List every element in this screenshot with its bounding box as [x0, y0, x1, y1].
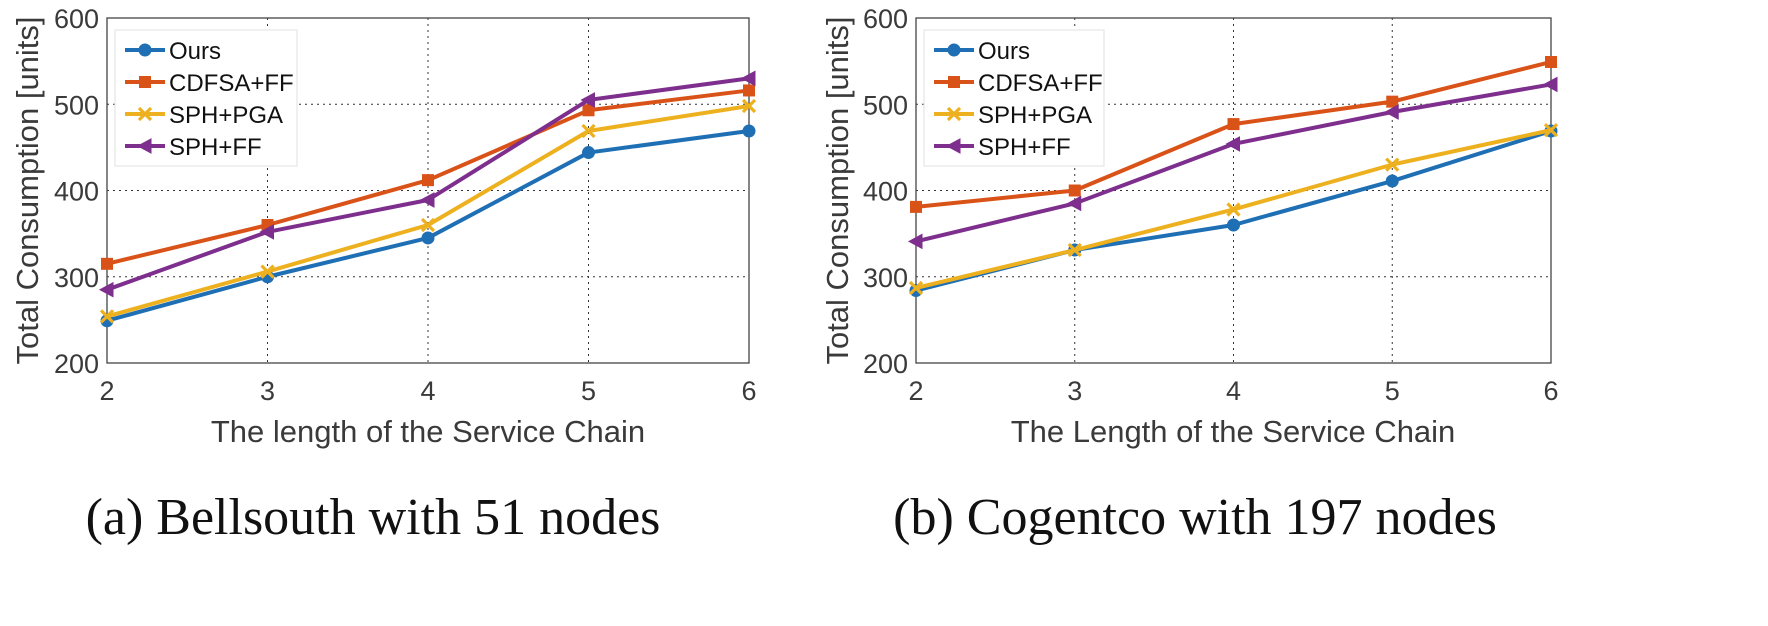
- x-tick-label-a-3: 5: [581, 376, 596, 406]
- axes-frame-b: [915, 17, 1552, 364]
- series-b-2: [908, 122, 1559, 296]
- y-tick-label-a-4: 600: [54, 4, 99, 34]
- data-point-b-3-3: [1384, 104, 1399, 120]
- y-tick-label-a-0: 200: [54, 349, 99, 379]
- x-axis-label-a: The length of the Service Chain: [211, 414, 645, 449]
- caption-b: (b) Cogentco with 197 nodes: [893, 489, 1497, 546]
- data-point-b-3-1: [1066, 195, 1082, 212]
- chart-panel-b: 2 3 4 5 6 200 300 400 500 600 The Length of the Se…: [820, 4, 1559, 546]
- data-point-b-0-3: [1385, 174, 1399, 188]
- legend-b: Ours CDFSA+FF SPH+PGA SPH+FF: [923, 29, 1105, 167]
- y-tick-label-b-0: 200: [863, 349, 908, 379]
- x-tick-label-b-2: 4: [1226, 376, 1241, 406]
- legend-marker-b-2: [946, 106, 962, 122]
- legend-label-a-2: SPH+PGA: [169, 102, 283, 129]
- y-tick-label-b-4: 600: [863, 4, 908, 34]
- axes-frame-a: [106, 17, 750, 364]
- data-point-a-2-3: [581, 123, 596, 139]
- series-a-3: [98, 70, 756, 298]
- y-tick-label-a-1: 300: [54, 263, 99, 293]
- x-tick-label-a-0: 2: [99, 376, 114, 406]
- caption-a: (a) Bellsouth with 51 nodes: [86, 489, 661, 546]
- data-point-a-3-4: [740, 70, 756, 87]
- data-point-a-3-2: [419, 192, 435, 208]
- x-tick-label-b-0: 2: [908, 376, 923, 406]
- legend-marker-b-1: [948, 76, 960, 88]
- chart-panel-a: 2 3 4 5 6 200 300 400 500 600 The length of the Se…: [10, 4, 757, 546]
- series-b-3: [907, 76, 1558, 250]
- data-point-a-1-3: [582, 104, 595, 117]
- y-tick-label-b-1: 300: [863, 263, 908, 293]
- y-tick-label-b-2: 400: [863, 177, 908, 207]
- data-point-a-0-4: [742, 124, 756, 138]
- data-point-b-0-2: [1227, 218, 1240, 232]
- x-tick-label-a-4: 6: [741, 376, 756, 406]
- legend-label-b-3: SPH+FF: [978, 134, 1071, 161]
- data-point-b-1-2: [1227, 118, 1240, 131]
- data-point-a-0-2: [421, 231, 435, 245]
- legend-marker-a-2: [137, 106, 153, 122]
- data-point-a-3-1: [259, 224, 274, 240]
- data-point-b-3-0: [907, 233, 923, 250]
- legend-a: Ours CDFSA+FF SPH+PGA SPH+FF: [114, 29, 298, 167]
- data-point-a-2-0: [99, 309, 115, 324]
- series-b-1: [910, 55, 1557, 213]
- data-point-a-1-0: [101, 257, 113, 270]
- x-tick-label-b-4: 6: [1543, 376, 1558, 406]
- data-point-a-2-1: [260, 264, 275, 279]
- data-point-a-1-2: [422, 174, 434, 187]
- legend-label-b-1: CDFSA+FF: [978, 70, 1103, 97]
- data-point-b-3-4: [1542, 76, 1558, 93]
- data-point-b-2-4: [1543, 122, 1559, 138]
- data-point-b-1-4: [1545, 55, 1557, 68]
- data-point-b-2-2: [1226, 202, 1241, 217]
- legend-label-b-2: SPH+PGA: [978, 102, 1092, 129]
- data-point-b-3-2: [1225, 136, 1240, 152]
- data-point-a-1-4: [743, 84, 755, 97]
- legend-label-a-0: Ours: [169, 38, 221, 65]
- x-tick-label-a-1: 3: [260, 376, 275, 406]
- data-point-b-2-1: [1067, 242, 1082, 258]
- data-point-b-1-3: [1386, 95, 1399, 108]
- legend-marker-b-0: [947, 43, 961, 57]
- x-tick-label-b-3: 5: [1385, 376, 1400, 406]
- data-point-a-3-0: [98, 281, 114, 298]
- data-point-a-3-3: [580, 92, 595, 108]
- legend-label-a-3: SPH+FF: [169, 134, 262, 161]
- legend-marker-a-1: [139, 76, 151, 88]
- x-tick-label-b-1: 3: [1067, 376, 1082, 406]
- y-tick-label-b-3: 500: [863, 90, 908, 120]
- data-point-b-2-0: [908, 280, 924, 296]
- data-point-b-1-0: [910, 200, 922, 213]
- y-tick-label-a-2: 400: [54, 177, 99, 207]
- legend-marker-a-0: [138, 43, 152, 57]
- data-point-b-2-3: [1385, 157, 1400, 172]
- legend-label-b-0: Ours: [978, 38, 1030, 65]
- legend-label-a-1: CDFSA+FF: [169, 70, 294, 97]
- data-point-a-2-4: [741, 98, 757, 114]
- y-axis-label-a: Total Consumption [units]: [10, 16, 45, 364]
- data-point-a-2-2: [420, 217, 436, 233]
- x-tick-label-a-2: 4: [420, 376, 435, 406]
- y-tick-label-a-3: 500: [54, 90, 99, 120]
- x-axis-label-b: The Length of the Service Chain: [1011, 414, 1456, 449]
- data-point-a-0-3: [582, 146, 595, 160]
- y-axis-label-b: Total Consumption [units]: [820, 16, 855, 364]
- series-a-2: [99, 98, 757, 324]
- data-point-b-1-1: [1068, 184, 1081, 197]
- legend-marker-a-3: [136, 138, 152, 154]
- legend-marker-b-3: [945, 138, 961, 154]
